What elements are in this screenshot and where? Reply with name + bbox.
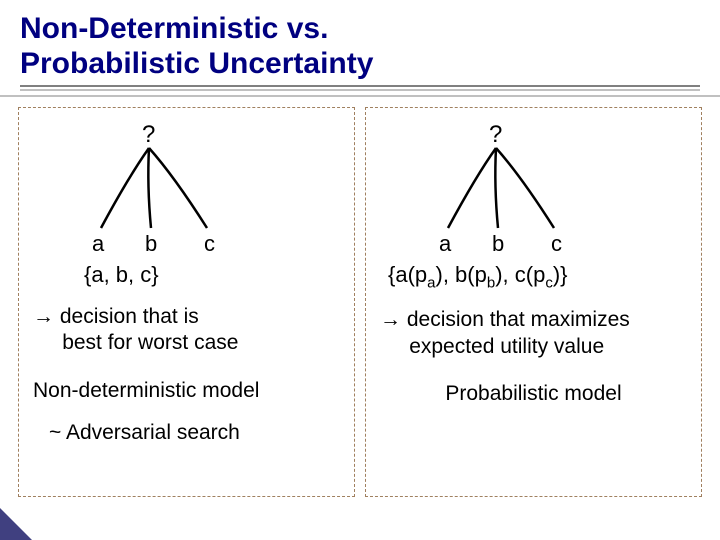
left-branches-svg	[29, 116, 349, 256]
right-set: {a(pa), b(pb), c(pc)}	[376, 262, 691, 291]
left-panel: ? a b c {a, b, c} → decision that is bes…	[18, 107, 355, 497]
title-line-1: Non-Deterministic vs.	[20, 12, 328, 45]
left-root: ?	[142, 121, 155, 149]
right-leaf-a: a	[439, 231, 451, 257]
right-model: Probabilistic model	[376, 382, 691, 406]
right-root: ?	[489, 121, 502, 149]
right-decision: → decision that maximizes expected utili…	[376, 307, 691, 360]
right-leaf-c: c	[551, 231, 562, 257]
left-decision-l1: decision that is	[54, 305, 199, 328]
panels-row: ? a b c {a, b, c} → decision that is bes…	[0, 97, 720, 507]
left-footnote: ~ Adversarial search	[29, 421, 344, 445]
branch-a	[101, 148, 149, 228]
left-leaf-b: b	[145, 231, 157, 257]
left-leaf-a: a	[92, 231, 104, 257]
right-decision-l1: decision that maximizes	[401, 308, 630, 331]
right-decision-l2: expected utility value	[409, 335, 604, 358]
right-tree: ? a b c	[376, 116, 691, 256]
branch-b	[148, 148, 151, 228]
branch-b	[495, 148, 498, 228]
page-corner-icon	[0, 508, 32, 540]
title-area: Non-Deterministic vs. Probabilistic Unce…	[0, 0, 720, 97]
right-leaf-b: b	[492, 231, 504, 257]
left-decision: → decision that is best for worst case	[29, 304, 344, 357]
left-model: Non-deterministic model	[29, 379, 344, 403]
branch-a	[448, 148, 496, 228]
left-leaf-c: c	[204, 231, 215, 257]
left-tree: ? a b c	[29, 116, 344, 256]
left-set: {a, b, c}	[29, 262, 344, 288]
branch-c	[149, 148, 207, 228]
slide-title: Non-Deterministic vs. Probabilistic Unce…	[20, 12, 700, 81]
title-line-2: Probabilistic Uncertainty	[20, 47, 373, 80]
left-decision-l2: best for worst case	[62, 331, 238, 354]
right-branches-svg	[376, 116, 696, 256]
arrow-icon: →	[380, 308, 401, 331]
branch-c	[496, 148, 554, 228]
right-panel: ? a b c {a(pa), b(pb), c(pc)} → decision…	[365, 107, 702, 497]
arrow-icon: →	[33, 305, 54, 328]
